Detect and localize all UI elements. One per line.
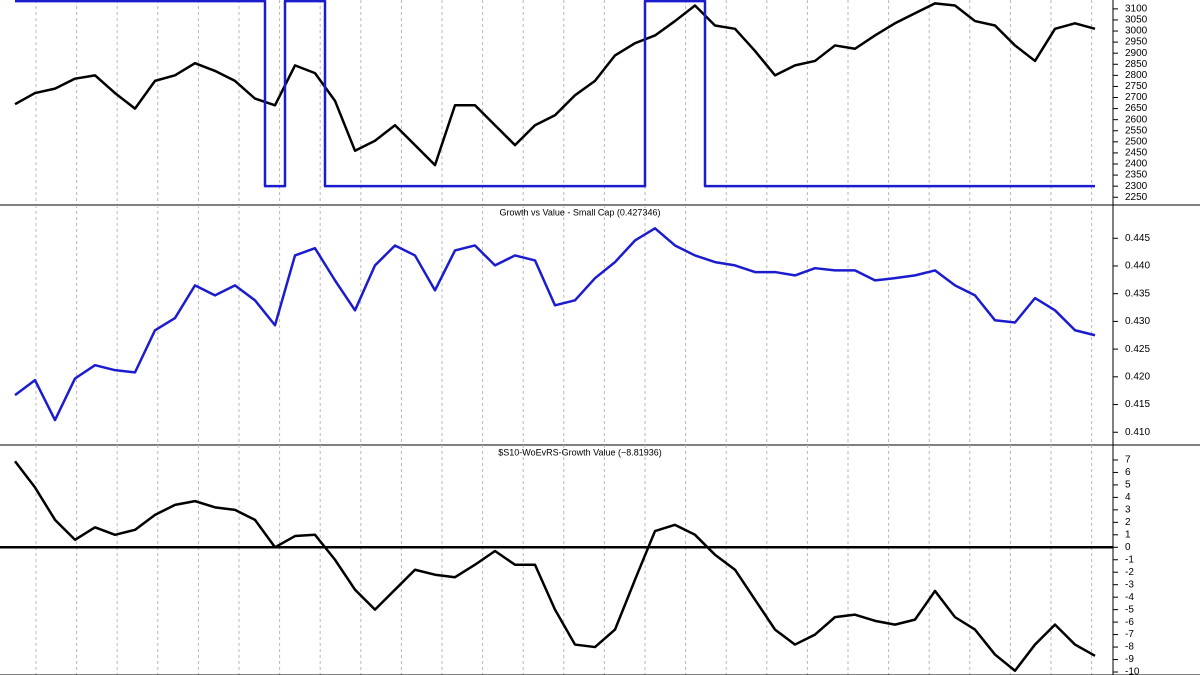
y-tick-label: 7 xyxy=(1125,455,1131,466)
series-line xyxy=(14,2,1096,167)
y-tick-label: 2600 xyxy=(1125,114,1148,125)
y-tick-label: -1 xyxy=(1125,554,1134,565)
y-tick-label: -7 xyxy=(1125,629,1134,640)
y-tick-label: 3100 xyxy=(1125,4,1148,15)
y-tick-label: 2650 xyxy=(1125,103,1148,114)
y-tick-label: 2350 xyxy=(1125,170,1148,181)
y-tick-label: -6 xyxy=(1125,617,1134,628)
y-tick-label: 0.430 xyxy=(1125,316,1150,327)
y-tick-label: 2250 xyxy=(1125,192,1148,203)
y-tick-label: 2450 xyxy=(1125,148,1148,159)
y-tick-label: -4 xyxy=(1125,592,1134,603)
y-tick-label: 0.445 xyxy=(1125,233,1150,244)
y-tick-label: -3 xyxy=(1125,579,1134,590)
panel-title: Growth vs Value - Small Cap (0.427346) xyxy=(500,207,661,217)
y-tick-label: 0.420 xyxy=(1125,371,1150,382)
y-tick-label: 0.435 xyxy=(1125,288,1150,299)
y-tick-label: 2800 xyxy=(1125,70,1148,81)
y-tick-label: 0.440 xyxy=(1125,261,1150,272)
y-tick-label: 2300 xyxy=(1125,181,1148,192)
y-tick-label: -10 xyxy=(1125,667,1140,675)
y-tick-label: 0 xyxy=(1125,542,1131,553)
series-line xyxy=(15,0,1095,188)
y-tick-label: 2500 xyxy=(1125,136,1148,147)
y-tick-label: 4 xyxy=(1125,492,1131,503)
y-tick-label: 2700 xyxy=(1125,92,1148,103)
y-tick-label: 0.415 xyxy=(1125,399,1150,410)
y-tick-label: -2 xyxy=(1125,567,1134,578)
y-tick-label: 3 xyxy=(1125,504,1131,515)
y-tick-label: 2900 xyxy=(1125,48,1148,59)
y-tick-label: -9 xyxy=(1125,654,1134,665)
y-tick-label: 5 xyxy=(1125,480,1131,491)
y-tick-label: 2550 xyxy=(1125,125,1148,136)
y-tick-label: 3050 xyxy=(1125,15,1148,26)
series-line xyxy=(14,460,1096,673)
y-tick-label: -5 xyxy=(1125,604,1134,615)
y-tick-label: 3000 xyxy=(1125,26,1148,37)
y-tick-label: -8 xyxy=(1125,642,1134,653)
series-line xyxy=(14,227,1096,422)
y-tick-label: 0.410 xyxy=(1125,427,1150,438)
y-tick-label: 2750 xyxy=(1125,81,1148,92)
y-tick-label: 6 xyxy=(1125,467,1131,478)
y-tick-label: 0.425 xyxy=(1125,344,1150,355)
y-tick-label: 2950 xyxy=(1125,37,1148,48)
y-tick-label: 2 xyxy=(1125,517,1131,528)
panel-title: $S10-WoEvRS-Growth Value (−8.81936) xyxy=(498,447,662,457)
y-tick-label: 2850 xyxy=(1125,59,1148,70)
y-tick-label: 1 xyxy=(1125,529,1131,540)
y-tick-label: 2400 xyxy=(1125,159,1148,170)
